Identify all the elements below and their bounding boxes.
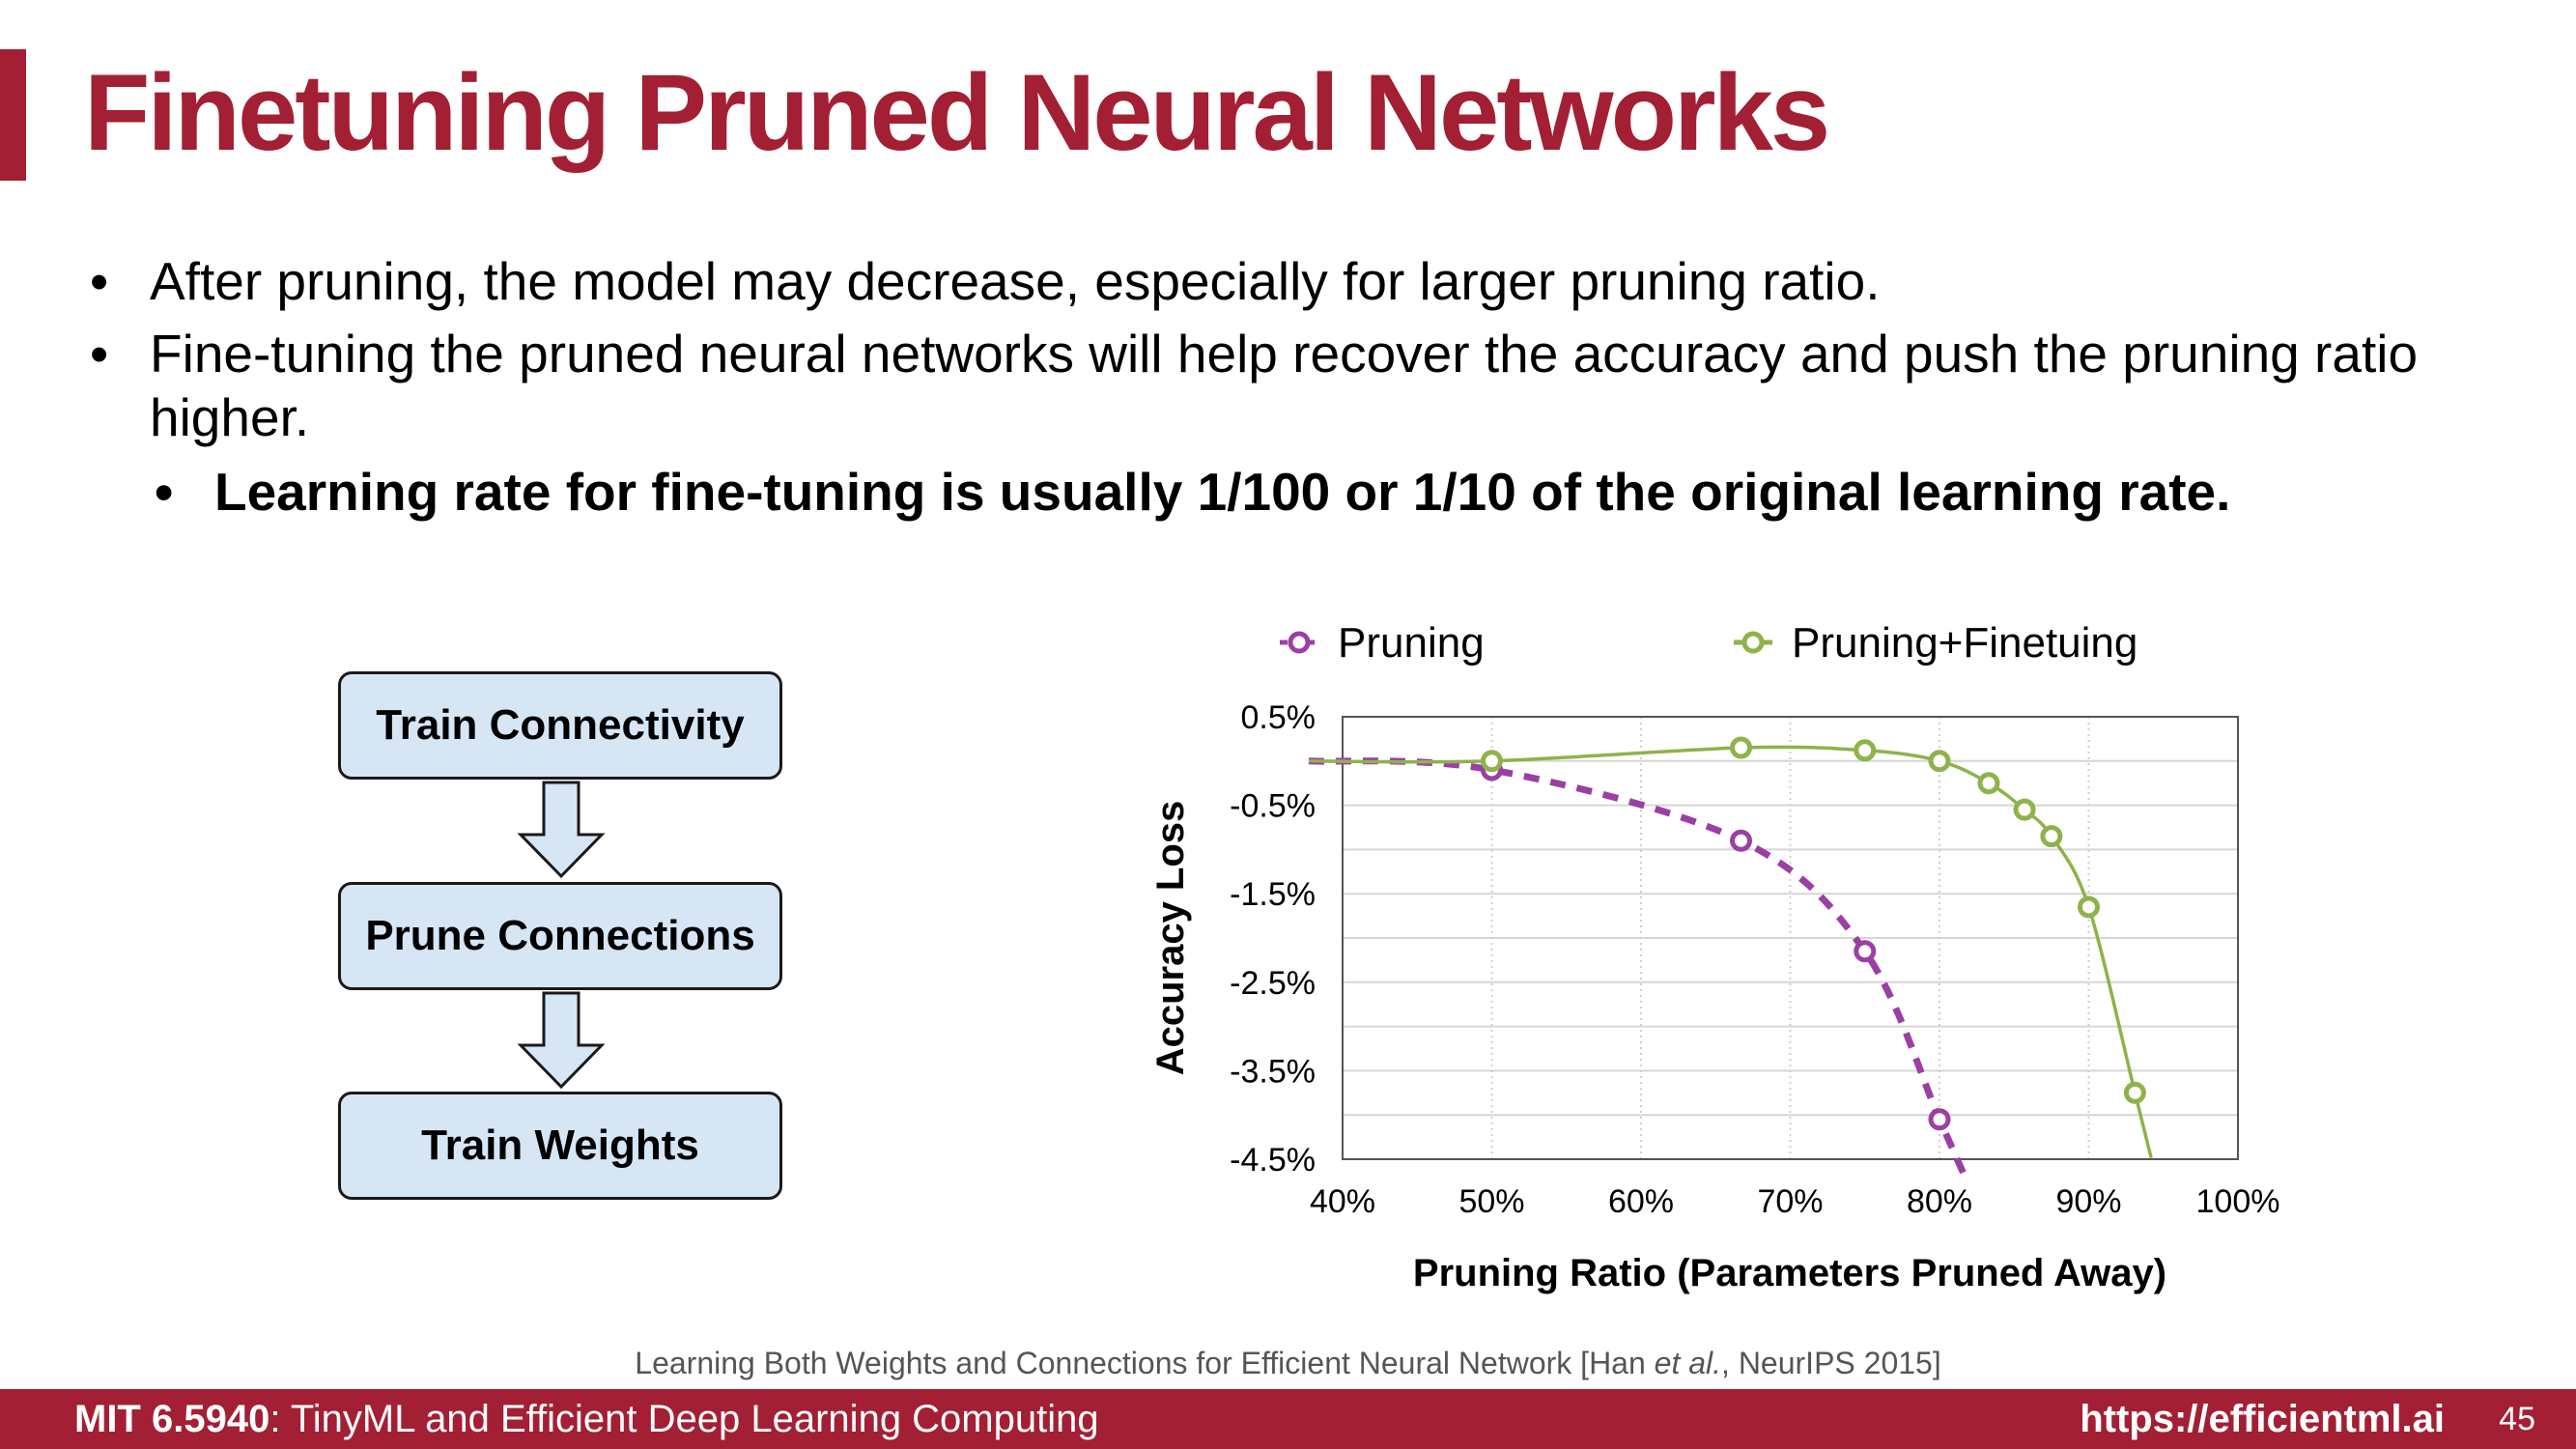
data-point xyxy=(1730,736,1753,759)
bullet-item: • After pruning, the model may decrease,… xyxy=(90,249,1881,313)
bullet-marker: • xyxy=(90,251,109,311)
data-point xyxy=(1730,829,1753,852)
bullet-marker: • xyxy=(90,324,109,384)
x-tick-label: 50% xyxy=(1458,1183,1524,1220)
page-number: 45 xyxy=(2499,1401,2535,1437)
plot-frame xyxy=(1342,716,2239,1160)
flow-step-train-weights: Train Weights xyxy=(338,1092,782,1200)
sub-bullet-text: Learning rate for fine-tuning is usually… xyxy=(214,462,2231,522)
flow-step-prune-connections: Prune Connections xyxy=(338,882,782,990)
x-tick-label: 40% xyxy=(1310,1183,1375,1220)
y-tick-label: -2.5% xyxy=(1230,965,1316,1002)
footer-course: MIT 6.5940: TinyML and Efficient Deep Le… xyxy=(74,1398,1099,1441)
data-point xyxy=(1481,750,1503,773)
y-axis-title: Accuracy Loss xyxy=(1149,801,1192,1076)
x-tick-label: 80% xyxy=(1907,1183,1972,1220)
citation-italic: et al. xyxy=(1654,1346,1722,1380)
accuracy-loss-chart: 0.5% -0.5% -1.5% -2.5% -3.5% -4.5% 40% 50% 60% 70… xyxy=(1149,619,2280,1294)
bullet-item: • Fine-tuning the pruned neural networks… xyxy=(90,322,2497,449)
legend-label: Pruning+Finetuing xyxy=(1792,619,2137,667)
data-point xyxy=(1854,739,1877,762)
legend-marker xyxy=(1288,631,1311,654)
course-name: : TinyML and Efficient Deep Learning Com… xyxy=(269,1398,1099,1440)
legend-label: Pruning xyxy=(1338,619,1485,667)
bullet-marker: • xyxy=(155,462,174,522)
x-axis-title: Pruning Ratio (Parameters Pruned Away) xyxy=(1413,1252,2166,1294)
bullet-text: After pruning, the model may decrease, e… xyxy=(150,251,1881,311)
y-tick-label: -3.5% xyxy=(1230,1053,1316,1090)
data-point xyxy=(2040,825,2063,848)
y-tick-label: -4.5% xyxy=(1230,1142,1316,1179)
course-code: MIT 6.5940 xyxy=(74,1398,270,1440)
y-tick-label: -0.5% xyxy=(1230,788,1316,825)
x-tick-label: 60% xyxy=(1608,1183,1674,1220)
title-accent-bar xyxy=(0,49,26,181)
data-point xyxy=(2013,798,2036,821)
legend-marker xyxy=(1741,631,1765,654)
y-tick-label: 0.5% xyxy=(1241,699,1316,736)
down-arrow-icon xyxy=(517,781,606,879)
x-tick-label: 90% xyxy=(2055,1183,2121,1220)
bullet-text: Fine-tuning the pruned neural networks w… xyxy=(150,324,2419,447)
flow-step-train-connectivity: Train Connectivity xyxy=(338,671,782,780)
x-tick-label: 100% xyxy=(2196,1183,2280,1220)
citation: Learning Both Weights and Connections fo… xyxy=(0,1346,2576,1381)
footer-url-link[interactable]: https://efficientml.ai xyxy=(2080,1398,2445,1440)
citation-text: Learning Both Weights and Connections fo… xyxy=(635,1346,1655,1380)
down-arrow-icon xyxy=(517,991,606,1090)
series-line-pruning-finetuing xyxy=(1308,745,2153,1159)
data-point xyxy=(2123,1081,2146,1104)
sub-bullet-item: • Learning rate for fine-tuning is usual… xyxy=(155,460,2231,524)
citation-text-end: , NeurIPS 2015] xyxy=(1721,1346,1941,1380)
y-tick-label: -1.5% xyxy=(1230,876,1316,913)
slide-title: Finetuning Pruned Neural Networks xyxy=(84,52,1830,173)
data-point xyxy=(2078,895,2100,919)
footer-bar: MIT 6.5940: TinyML and Efficient Deep Le… xyxy=(0,1389,2576,1449)
x-tick-label: 70% xyxy=(1757,1183,1823,1220)
data-point xyxy=(1928,1108,1951,1131)
data-point xyxy=(1854,940,1877,963)
data-point xyxy=(1977,772,2000,795)
data-point xyxy=(1928,750,1951,773)
